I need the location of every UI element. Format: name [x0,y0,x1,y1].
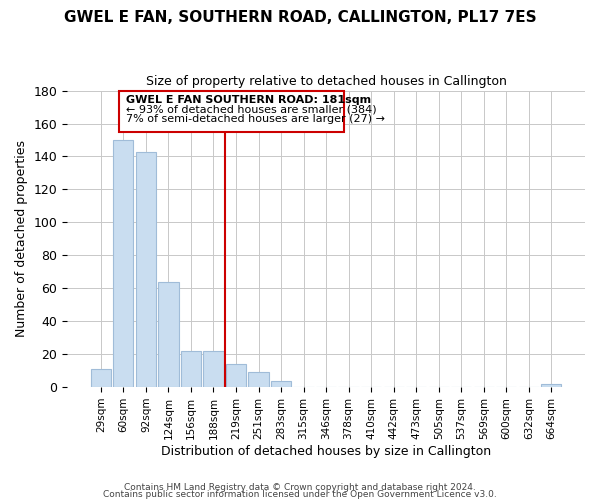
Title: Size of property relative to detached houses in Callington: Size of property relative to detached ho… [146,75,506,88]
Bar [248,372,269,387]
Text: Contains public sector information licensed under the Open Government Licence v3: Contains public sector information licen… [103,490,497,499]
Text: ← 93% of detached houses are smaller (384): ← 93% of detached houses are smaller (38… [125,104,376,115]
Bar [158,282,179,387]
Bar [113,140,133,387]
Bar [181,351,201,387]
FancyBboxPatch shape [119,90,344,132]
Bar [271,380,291,387]
Bar [226,364,246,387]
Text: 7% of semi-detached houses are larger (27) →: 7% of semi-detached houses are larger (2… [125,114,385,124]
Text: GWEL E FAN SOUTHERN ROAD: 181sqm: GWEL E FAN SOUTHERN ROAD: 181sqm [125,94,371,104]
Bar [136,152,156,387]
Bar [203,351,224,387]
X-axis label: Distribution of detached houses by size in Callington: Distribution of detached houses by size … [161,444,491,458]
Y-axis label: Number of detached properties: Number of detached properties [15,140,28,338]
Bar [541,384,562,387]
Text: GWEL E FAN, SOUTHERN ROAD, CALLINGTON, PL17 7ES: GWEL E FAN, SOUTHERN ROAD, CALLINGTON, P… [64,10,536,25]
Bar [91,369,111,387]
Text: Contains HM Land Registry data © Crown copyright and database right 2024.: Contains HM Land Registry data © Crown c… [124,484,476,492]
